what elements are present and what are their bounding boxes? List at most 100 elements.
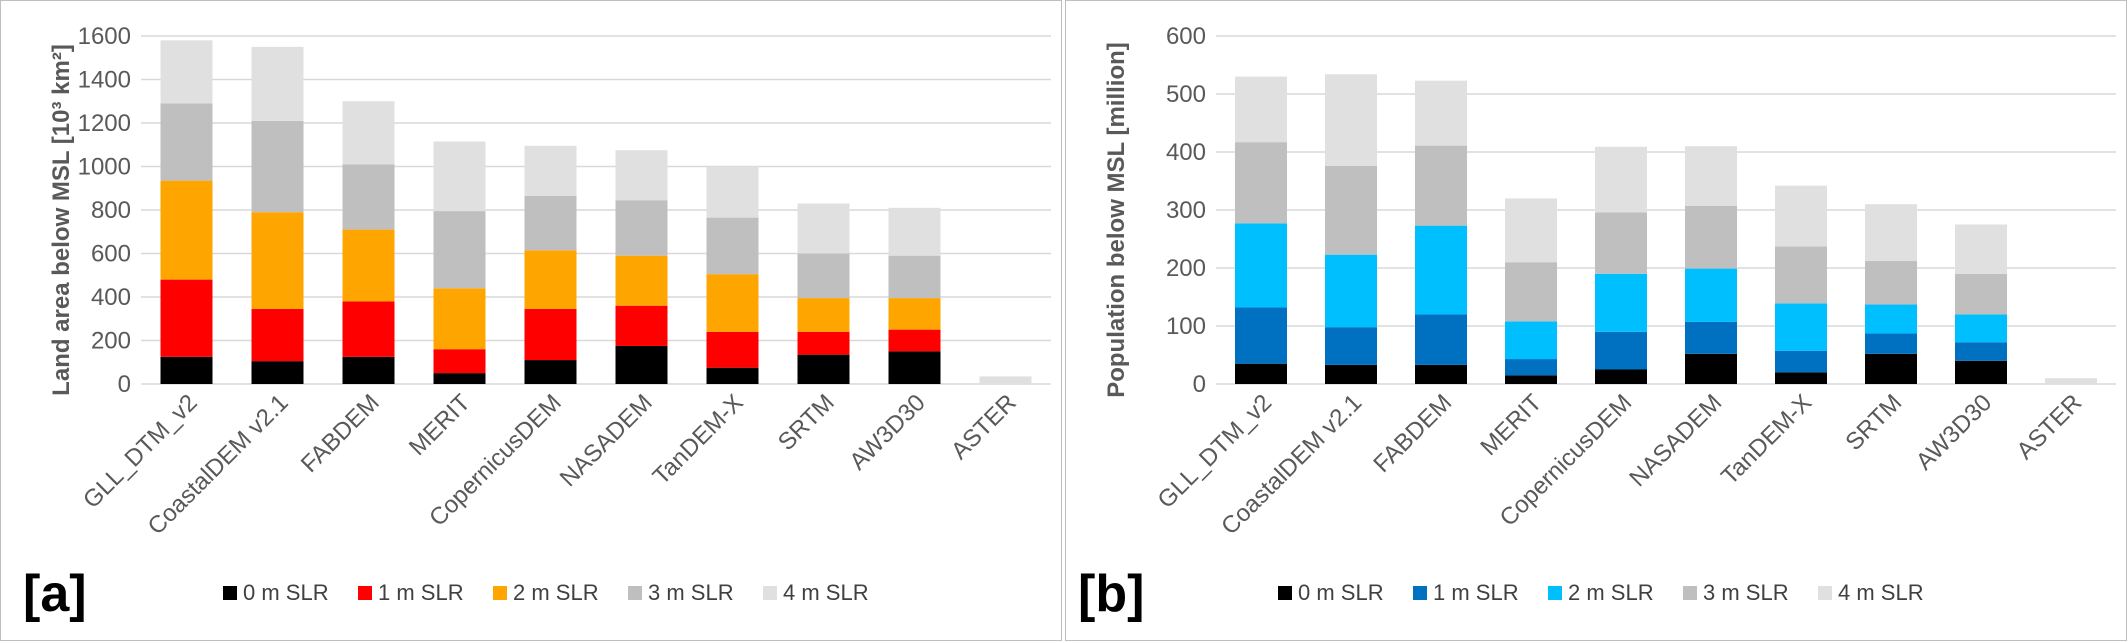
category-label: TanDEM-X (1716, 389, 1817, 490)
legend-label: 2 m SLR (513, 580, 599, 605)
bar-segment (160, 40, 213, 104)
bar-segment (797, 253, 850, 299)
bar-segment (706, 331, 759, 368)
chart-panel-a: 0 200 400 600 800 1000 1200 1400 1600 GLL_DTM_v2… (0, 0, 1062, 641)
bar-segment (1235, 142, 1287, 224)
bar-segment (1595, 331, 1647, 370)
bar-segment (1415, 145, 1467, 226)
category-label: NASADEM (555, 389, 658, 492)
bar-segment (1595, 369, 1647, 384)
y-tick-label: 200 (1166, 255, 1206, 282)
bar-segment (524, 145, 577, 196)
bar-segment (1415, 364, 1467, 384)
y-tick-label: 800 (91, 197, 131, 224)
y-tick-label: 1000 (78, 154, 131, 181)
bar-segment (1415, 80, 1467, 146)
y-ticks-b: 0 100 200 300 400 500 600 (1166, 23, 1206, 398)
y-ticks-a: 0 200 400 600 800 1000 1200 1400 1600 (78, 23, 131, 398)
legend-swatch (493, 586, 507, 600)
y-tick-label: 1400 (78, 67, 131, 94)
bar-segment (706, 367, 759, 384)
bar-segment (433, 141, 486, 212)
bar-segment (524, 250, 577, 309)
legend-label: 2 m SLR (1568, 580, 1654, 605)
bar-segment (706, 166, 759, 218)
legend-label: 0 m SLR (1298, 580, 1384, 605)
bar-segment (251, 46, 304, 121)
y-axis-label-b: Population below MSL [million] (1103, 42, 1130, 398)
bar-segment (797, 354, 850, 384)
bar-segment (1685, 353, 1737, 384)
bar-segment (615, 200, 668, 256)
category-label: AW3D30 (1911, 389, 1997, 475)
category-label: SRTM (773, 389, 840, 456)
category-label: MERIT (1475, 389, 1547, 461)
bar-segment (1865, 333, 1917, 354)
bar-segment (1685, 321, 1737, 354)
bar-segment (1685, 205, 1737, 269)
legend-label: 4 m SLR (783, 580, 869, 605)
bar-segment (1775, 246, 1827, 304)
y-tick-label: 400 (1166, 139, 1206, 166)
bar-segment (1235, 76, 1287, 143)
category-label: ASTER (2012, 389, 2088, 465)
bar-segment (1685, 268, 1737, 322)
bar-segment (1865, 261, 1917, 305)
bar-segment (797, 331, 850, 355)
category-label: AW3D30 (844, 389, 930, 475)
bar-segment (1505, 321, 1557, 360)
y-tick-label: 500 (1166, 81, 1206, 108)
legend-swatch (763, 586, 777, 600)
bar-segment (1505, 198, 1557, 263)
bar-segment (1955, 314, 2007, 343)
bar-segment (706, 274, 759, 332)
bar-segment (1235, 223, 1287, 308)
bar-segment (160, 356, 213, 384)
category-label: FABDEM (1368, 389, 1457, 478)
legend-swatch (1278, 586, 1292, 600)
legend-swatch (223, 586, 237, 600)
bar-segment (1595, 212, 1647, 274)
bar-segment (1325, 364, 1377, 384)
legend-label: 1 m SLR (378, 580, 464, 605)
bar-segment (1235, 363, 1287, 384)
bar-segment (433, 288, 486, 350)
bar-segment (160, 180, 213, 280)
bar-segment (1865, 204, 1917, 262)
bar-segment (1325, 165, 1377, 255)
bar-segment (1325, 74, 1377, 166)
y-tick-label: 600 (91, 241, 131, 268)
bar-segment (1955, 360, 2007, 384)
bar-segment (888, 298, 941, 330)
y-tick-label: 0 (1193, 371, 1206, 398)
bar-segment (1775, 350, 1827, 373)
y-axis-label-a: Land area below MSL [10³ km²] (48, 44, 75, 396)
bar-segment (1595, 273, 1647, 332)
y-tick-label: 1600 (78, 23, 131, 50)
bar-segment (615, 255, 668, 306)
bar-segment (1865, 304, 1917, 334)
bar-segment (1955, 224, 2007, 274)
bar-segment (2045, 378, 2097, 384)
bar-segment (1955, 342, 2007, 361)
bar-segment (433, 349, 486, 374)
legend-swatch (1413, 586, 1427, 600)
bar-segment (433, 211, 486, 289)
bar-segment (251, 361, 304, 384)
bar-segment (1865, 353, 1917, 384)
bar-segment (888, 207, 941, 256)
category-label: TanDEM-X (648, 389, 749, 490)
bar-segment (160, 279, 213, 357)
bar-segment (1235, 307, 1287, 364)
legend-swatch (1683, 586, 1697, 600)
category-label: SRTM (1840, 389, 1907, 456)
category-label: FABDEM (296, 389, 385, 478)
bar-segment (1685, 146, 1737, 206)
bars-a (160, 40, 1032, 384)
bar-segment (706, 217, 759, 275)
y-tick-label: 600 (1166, 23, 1206, 50)
y-tick-label: 400 (91, 284, 131, 311)
chart-b-svg: 0 100 200 300 400 500 600 GLL_DTM_v2CoastalDEM… (1078, 23, 2116, 623)
